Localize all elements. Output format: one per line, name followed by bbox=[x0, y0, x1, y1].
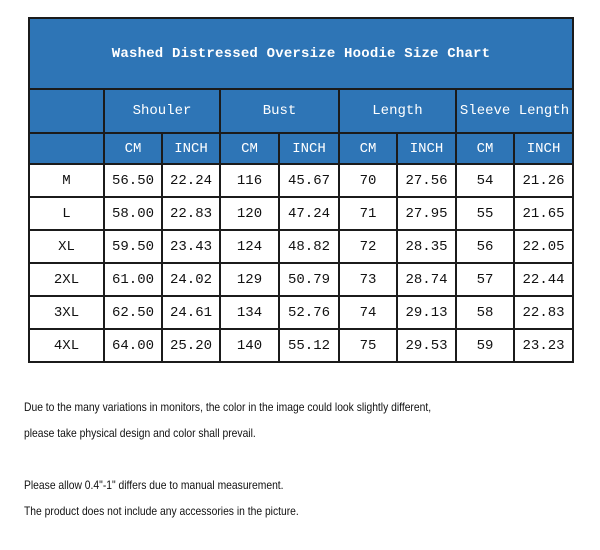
group-header-bust: Bust bbox=[219, 88, 340, 134]
group-header-shoulder: Shouler bbox=[103, 88, 221, 134]
measurement-cell: 140 bbox=[219, 328, 280, 363]
measurement-cell: 27.56 bbox=[396, 163, 457, 198]
measurement-cell: 70 bbox=[338, 163, 398, 198]
size-label: M bbox=[28, 163, 105, 198]
measurement-cell: 22.24 bbox=[161, 163, 221, 198]
note-accessories: The product does not include any accesso… bbox=[24, 504, 299, 518]
unit-header-blank bbox=[28, 132, 105, 165]
unit-header: INCH bbox=[278, 132, 340, 165]
measurement-cell: 29.13 bbox=[396, 295, 457, 330]
measurement-cell: 59.50 bbox=[103, 229, 163, 264]
unit-header: CM bbox=[455, 132, 515, 165]
measurement-cell: 28.74 bbox=[396, 262, 457, 297]
measurement-cell: 58.00 bbox=[103, 196, 163, 231]
measurement-cell: 56.50 bbox=[103, 163, 163, 198]
unit-header: CM bbox=[338, 132, 398, 165]
measurement-cell: 23.43 bbox=[161, 229, 221, 264]
size-label: 4XL bbox=[28, 328, 105, 363]
size-header-blank bbox=[28, 88, 105, 134]
measurement-cell: 134 bbox=[219, 295, 280, 330]
measurement-cell: 25.20 bbox=[161, 328, 221, 363]
measurement-cell: 61.00 bbox=[103, 262, 163, 297]
measurement-cell: 24.61 bbox=[161, 295, 221, 330]
measurement-cell: 58 bbox=[455, 295, 515, 330]
note-color-variation: Due to the many variations in monitors, … bbox=[24, 400, 432, 414]
size-label: XL bbox=[28, 229, 105, 264]
measurement-cell: 21.26 bbox=[512, 163, 575, 198]
measurement-cell: 22.83 bbox=[512, 295, 575, 330]
measurement-cell: 45.67 bbox=[278, 163, 340, 198]
measurement-cell: 124 bbox=[219, 229, 280, 264]
measurement-cell: 62.50 bbox=[103, 295, 163, 330]
note-measurement: Please allow 0.4"-1" differs due to manu… bbox=[24, 478, 284, 492]
size-label: 3XL bbox=[28, 295, 105, 330]
table-row: M 56.50 22.24 116 45.67 70 27.56 54 21.26 bbox=[28, 163, 575, 198]
table-row: L 58.00 22.83 120 47.24 71 27.95 55 21.65 bbox=[28, 196, 575, 231]
measurement-cell: 47.24 bbox=[278, 196, 340, 231]
measurement-cell: 64.00 bbox=[103, 328, 163, 363]
measurement-cell: 72 bbox=[338, 229, 398, 264]
measurement-cell: 50.79 bbox=[278, 262, 340, 297]
unit-header: CM bbox=[219, 132, 280, 165]
unit-header: INCH bbox=[512, 132, 575, 165]
measurement-cell: 54 bbox=[455, 163, 515, 198]
group-header-sleeve-length: Sleeve Length bbox=[454, 88, 575, 134]
table-row: 2XL 61.00 24.02 129 50.79 73 28.74 57 22.44 bbox=[28, 262, 575, 297]
measurement-cell: 28.35 bbox=[396, 229, 457, 264]
measurement-cell: 55.12 bbox=[278, 328, 340, 363]
measurement-cell: 21.65 bbox=[512, 196, 575, 231]
table-row: XL 59.50 23.43 124 48.82 72 28.35 56 22.05 bbox=[28, 229, 575, 264]
measurement-cell: 55 bbox=[455, 196, 515, 231]
measurement-cell: 71 bbox=[338, 196, 398, 231]
measurement-cell: 23.23 bbox=[512, 328, 575, 363]
measurement-cell: 57 bbox=[455, 262, 515, 297]
unit-header: INCH bbox=[161, 132, 221, 165]
measurement-cell: 74 bbox=[338, 295, 398, 330]
measurement-cell: 116 bbox=[219, 163, 280, 198]
unit-header: INCH bbox=[396, 132, 457, 165]
measurement-cell: 27.95 bbox=[396, 196, 457, 231]
measurement-cell: 24.02 bbox=[161, 262, 221, 297]
measurement-cell: 22.44 bbox=[512, 262, 575, 297]
chart-title: Washed Distressed Oversize Hoodie Size C… bbox=[27, 17, 575, 90]
measurement-cell: 59 bbox=[455, 328, 515, 363]
measurement-cell: 75 bbox=[338, 328, 398, 363]
measurement-cell: 56 bbox=[455, 229, 515, 264]
size-label: 2XL bbox=[28, 262, 105, 297]
measurement-cell: 22.83 bbox=[161, 196, 221, 231]
measurement-cell: 129 bbox=[219, 262, 280, 297]
table-row: 3XL 62.50 24.61 134 52.76 74 29.13 58 22.83 bbox=[28, 295, 575, 330]
table-row: 4XL 64.00 25.20 140 55.12 75 29.53 59 23.23 bbox=[28, 328, 575, 363]
unit-header: CM bbox=[103, 132, 163, 165]
measurement-cell: 120 bbox=[219, 196, 280, 231]
measurement-cell: 48.82 bbox=[278, 229, 340, 264]
measurement-cell: 29.53 bbox=[396, 328, 457, 363]
measurement-cell: 73 bbox=[338, 262, 398, 297]
size-chart-table: Washed Distressed Oversize Hoodie Size C… bbox=[27, 17, 575, 363]
note-color-prevail: please take physical design and color sh… bbox=[24, 426, 256, 440]
size-label: L bbox=[28, 196, 105, 231]
measurement-cell: 52.76 bbox=[278, 295, 340, 330]
group-header-length: Length bbox=[338, 88, 457, 134]
measurement-cell: 22.05 bbox=[512, 229, 575, 264]
